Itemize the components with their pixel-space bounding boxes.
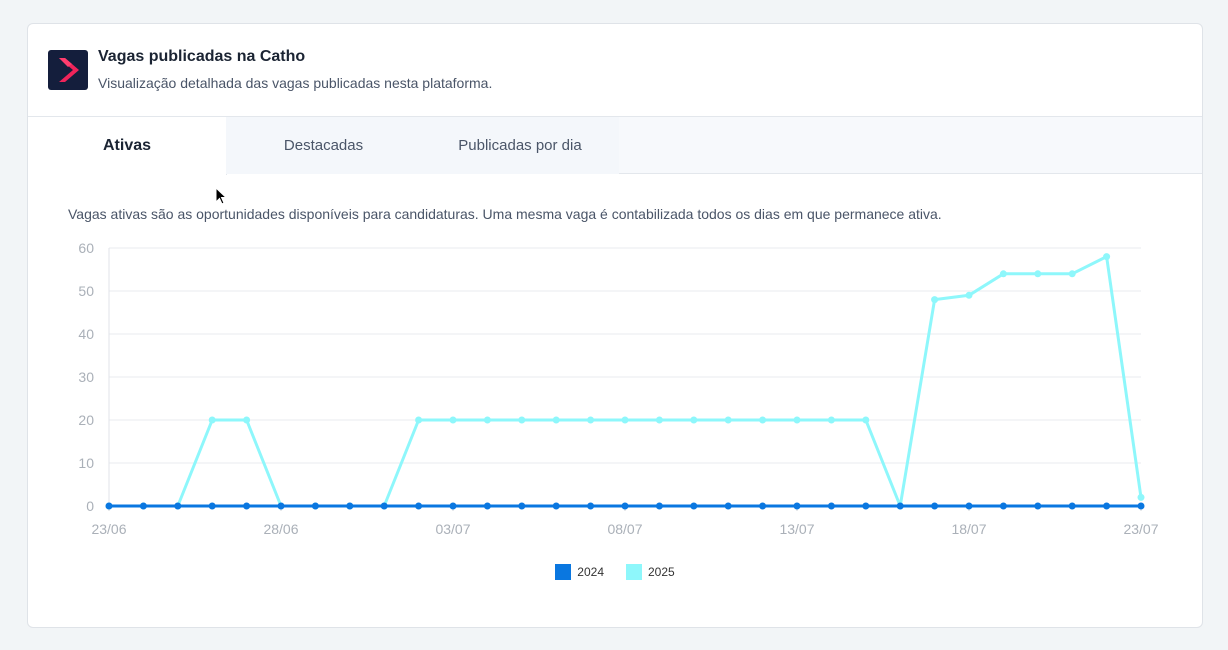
point-2025-04-07	[483, 416, 491, 424]
point-2024-27-06	[243, 502, 251, 510]
y-tick-label-0: 0	[86, 498, 94, 514]
point-2025-14-07	[827, 416, 835, 424]
point-2024-16-07	[896, 502, 904, 510]
point-2025-03-07	[449, 416, 457, 424]
point-2025-02-07	[415, 416, 423, 424]
point-2024-10-07	[690, 502, 698, 510]
point-2024-12-07	[759, 502, 767, 510]
point-2025-26-06	[208, 416, 216, 424]
x-tick-label-03-07: 03/07	[435, 521, 470, 537]
point-2024-26-06	[208, 502, 216, 510]
point-2025-12-07	[759, 416, 767, 424]
point-2024-14-07	[827, 502, 835, 510]
legend-item-2025[interactable]: 2025	[626, 564, 675, 580]
point-2024-09-07	[655, 502, 663, 510]
tab-publicadas-por-dia[interactable]: Publicadas por dia	[421, 117, 619, 174]
tab-bar: Ativas Destacadas Publicadas por dia	[28, 116, 1202, 175]
point-2024-05-07	[518, 502, 526, 510]
point-2024-25-06	[174, 502, 182, 510]
point-2025-13-07	[793, 416, 801, 424]
point-2024-29-06	[311, 502, 319, 510]
y-tick-label-60: 60	[78, 240, 94, 256]
x-tick-label-13-07: 13/07	[779, 521, 814, 537]
point-2025-09-07	[655, 416, 663, 424]
point-2025-11-07	[724, 416, 732, 424]
vagas-card: Vagas publicadas na Catho Visualização d…	[27, 23, 1203, 628]
card-header: Vagas publicadas na Catho Visualização d…	[28, 24, 1202, 116]
x-tick-label-08-07: 08/07	[607, 521, 642, 537]
point-2025-18-07	[965, 291, 973, 299]
point-2025-15-07	[862, 416, 870, 424]
legend-label-2025: 2025	[648, 565, 675, 579]
point-2024-13-07	[793, 502, 801, 510]
y-tick-label-50: 50	[78, 283, 94, 299]
point-2025-06-07	[552, 416, 560, 424]
point-2024-03-07	[449, 502, 457, 510]
point-2025-21-07	[1068, 270, 1076, 278]
card-subtitle: Visualização detalhada das vagas publica…	[98, 75, 493, 91]
legend-swatch-2024	[555, 564, 572, 580]
catho-logo-icon	[48, 50, 88, 90]
point-2024-30-06	[346, 502, 354, 510]
point-2025-23-07	[1137, 493, 1145, 501]
series-line-2025	[109, 255, 1143, 508]
card-title: Vagas publicadas na Catho	[98, 48, 306, 65]
point-2024-07-07	[587, 502, 595, 510]
chart-description: Vagas ativas são as oportunidades dispon…	[68, 206, 942, 222]
point-2024-19-07	[999, 502, 1007, 510]
point-2024-23-06	[105, 502, 113, 510]
point-2024-15-07	[862, 502, 870, 510]
point-2025-05-07	[518, 416, 526, 424]
chart-legend: 2024 2025	[28, 564, 1202, 580]
x-tick-label-28-06: 28/06	[263, 521, 298, 537]
point-2025-22-07	[1103, 253, 1111, 261]
point-2024-04-07	[483, 502, 491, 510]
legend-item-2024[interactable]: 2024	[555, 564, 604, 580]
point-2024-20-07	[1034, 502, 1042, 510]
legend-swatch-2025	[626, 564, 642, 580]
point-2025-19-07	[999, 270, 1007, 278]
point-2025-27-06	[243, 416, 251, 424]
point-2025-08-07	[621, 416, 629, 424]
legend-label-2024: 2024	[577, 565, 604, 579]
point-2024-23-07	[1137, 502, 1145, 510]
active-jobs-line-chart: 0 10 20 30 40 50 60 23/06 28/06 03/07 08/07 13/07 18…	[78, 240, 1158, 537]
y-tick-label-40: 40	[78, 326, 94, 342]
point-2024-22-07	[1103, 502, 1111, 510]
tab-destacadas[interactable]: Destacadas	[226, 117, 421, 174]
tab-ativas[interactable]: Ativas	[28, 117, 227, 175]
mouse-pointer-icon	[215, 187, 228, 205]
x-tick-label-23-07: 23/07	[1123, 521, 1158, 537]
point-2024-11-07	[724, 502, 732, 510]
point-2024-17-07	[931, 502, 939, 510]
y-tick-label-30: 30	[78, 369, 94, 385]
point-2025-10-07	[690, 416, 698, 424]
x-tick-label-18-07: 18/07	[951, 521, 986, 537]
point-2024-01-07	[380, 502, 388, 510]
point-2024-21-07	[1068, 502, 1076, 510]
point-2024-06-07	[552, 502, 560, 510]
point-2024-24-06	[139, 502, 147, 510]
point-2024-28-06	[277, 502, 285, 510]
y-tick-label-20: 20	[78, 412, 94, 428]
point-2025-20-07	[1034, 270, 1042, 278]
x-tick-label-23-06: 23/06	[91, 521, 126, 537]
point-2025-07-07	[587, 416, 595, 424]
point-2024-02-07	[415, 502, 423, 510]
y-tick-label-10: 10	[78, 455, 94, 471]
point-2024-18-07	[965, 502, 973, 510]
point-2024-08-07	[621, 502, 629, 510]
point-2025-17-07	[931, 296, 939, 304]
